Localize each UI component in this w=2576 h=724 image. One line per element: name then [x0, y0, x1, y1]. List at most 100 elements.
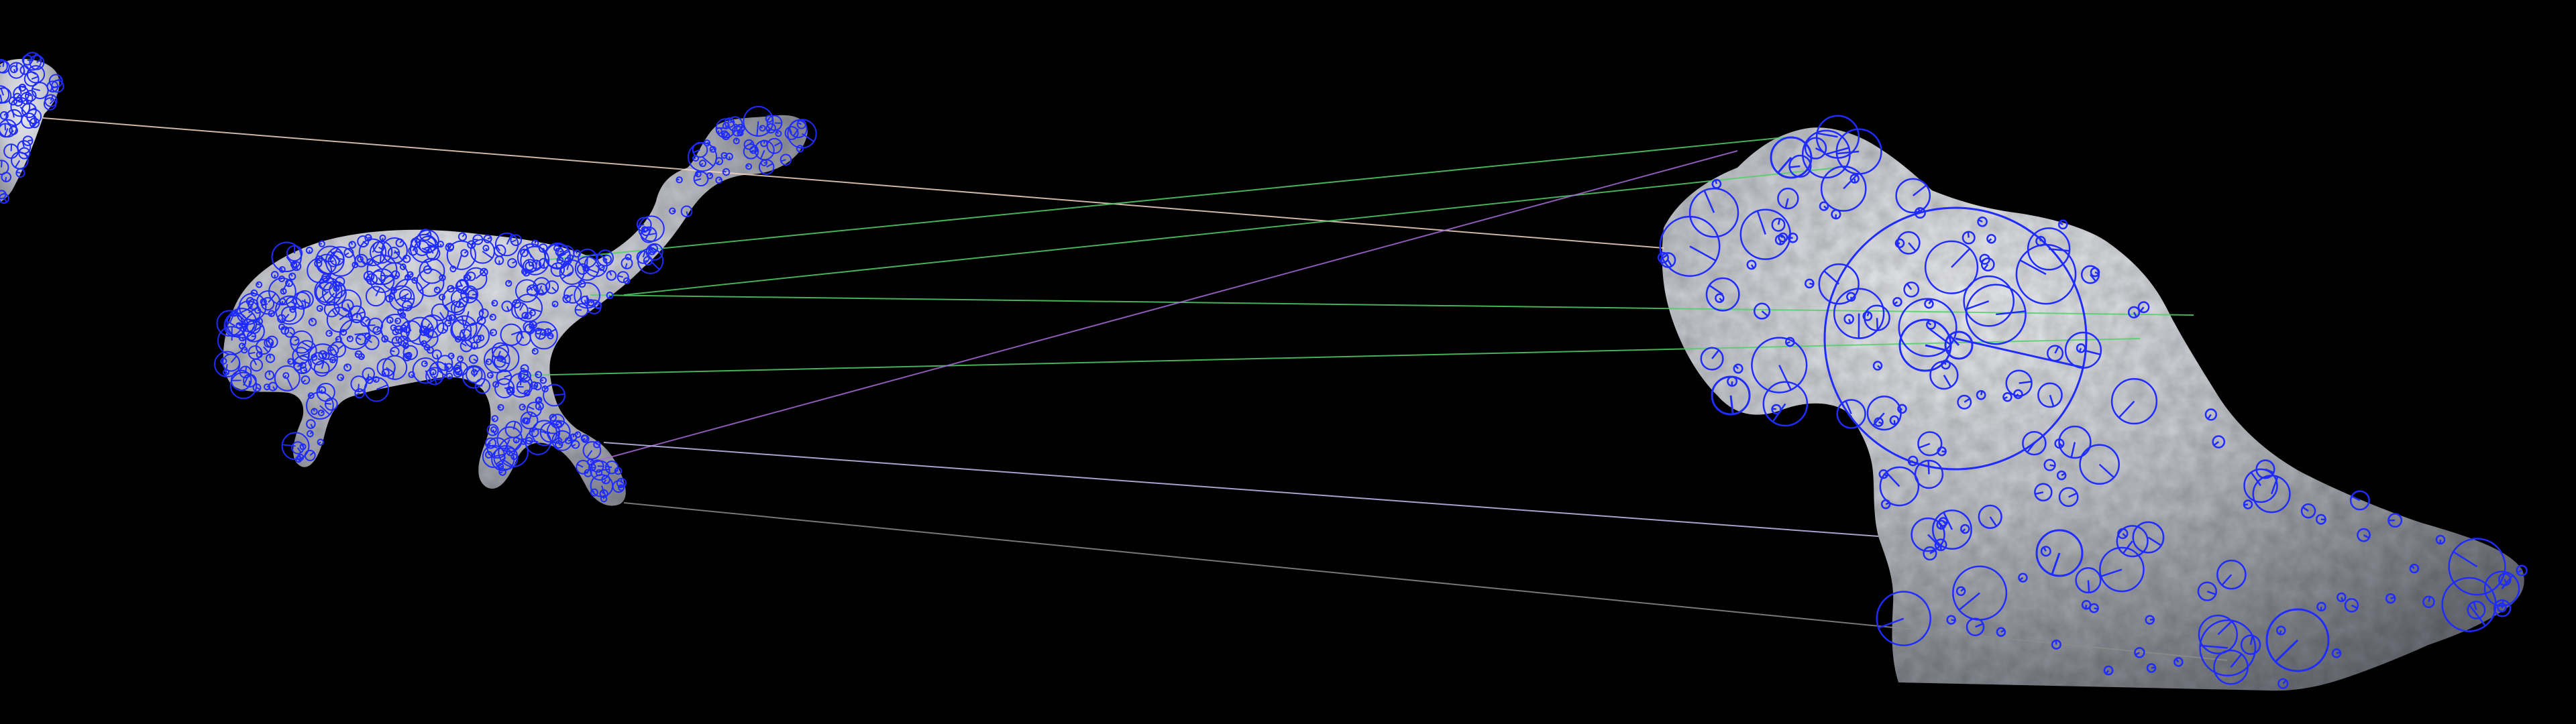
- keypoint-circle: [48, 74, 63, 88]
- match-line: [623, 167, 1839, 296]
- keypoint-orientation: [403, 345, 407, 349]
- keypoint-orientation: [591, 489, 595, 493]
- keypoint-orientation: [425, 323, 431, 330]
- keypoint-circle: [2300, 503, 2316, 519]
- keypoint-circle: [562, 294, 572, 304]
- keypoint-orientation: [464, 250, 468, 254]
- keypoint-circle: [2035, 529, 2084, 577]
- keypoint-orientation: [686, 211, 689, 217]
- keypoint-circle: [1978, 504, 2002, 529]
- keypoint-circle: [15, 168, 25, 178]
- keypoint-orientation: [1817, 132, 1838, 138]
- keypoint-orientation: [429, 247, 434, 254]
- keypoint-orientation: [2250, 471, 2262, 487]
- keypoint-circle: [2216, 559, 2247, 590]
- keypoint-orientation: [2410, 565, 2415, 570]
- keypoint-orientation: [482, 251, 493, 259]
- keypoint-circle: [22, 135, 34, 146]
- keypoint-orientation: [2282, 679, 2287, 684]
- keypoint-orientation: [2501, 603, 2505, 608]
- keypoint-circle: [308, 318, 317, 326]
- keypoint-orientation: [1893, 301, 1898, 305]
- keypoint-circle: [544, 242, 571, 269]
- keypoint-circle: [549, 414, 565, 429]
- keypoint-circle: [2493, 599, 2512, 617]
- keypoint-orientation: [797, 122, 802, 125]
- keypoint-circle: [348, 241, 356, 249]
- left-object-keypoints: [0, 52, 817, 503]
- keypoint-orientation: [435, 287, 438, 291]
- keypoint-circle: [31, 82, 49, 99]
- keypoint-circle: [645, 243, 663, 261]
- keypoint-orientation: [1939, 524, 1943, 530]
- keypoint-orientation: [301, 300, 310, 304]
- keypoint-orientation: [421, 341, 425, 345]
- keypoint-circle: [2022, 430, 2047, 456]
- keypoint-circle: [1788, 154, 1812, 178]
- keypoint-circle: [2005, 369, 2033, 397]
- keypoint-circle: [1802, 129, 1851, 179]
- keypoint-orientation: [504, 374, 511, 378]
- keypoint-circle: [0, 85, 10, 104]
- keypoint-orientation: [33, 116, 36, 124]
- keypoint-circle: [484, 437, 496, 449]
- keypoint-orientation: [319, 308, 323, 311]
- keypoint-circle: [715, 176, 722, 184]
- keypoint-circle: [531, 259, 542, 269]
- keypoint-circle: [291, 441, 305, 455]
- keypoint-circle: [2043, 459, 2056, 471]
- keypoint-circle: [1777, 187, 1799, 210]
- keypoint-circle: [2243, 468, 2278, 503]
- keypoint-circle: [606, 270, 617, 281]
- keypoint-circle: [693, 171, 709, 187]
- keypoint-orientation: [1980, 391, 1983, 396]
- keypoint-circle: [1705, 277, 1740, 312]
- keypoint-circle: [229, 371, 258, 400]
- keypoint-orientation: [2061, 473, 2066, 477]
- keypoint-circle: [431, 349, 442, 360]
- keypoint-circle: [720, 130, 729, 138]
- keypoint-circle: [507, 258, 517, 268]
- keypoint-orientation: [2221, 574, 2233, 586]
- keypoint-circle: [583, 265, 590, 272]
- keypoint-circle: [448, 314, 455, 321]
- keypoint-circle: [358, 238, 387, 267]
- keypoint-orientation: [1906, 283, 1913, 290]
- keypoint-circle: [2467, 600, 2486, 619]
- keypoint-orientation: [475, 271, 485, 280]
- keypoint-orientation: [1772, 403, 1786, 422]
- keypoint-circle: [291, 261, 302, 272]
- keypoint-orientation: [496, 359, 510, 365]
- keypoint-orientation: [337, 344, 345, 350]
- keypoint-orientation: [318, 285, 327, 293]
- keypoint-circle: [307, 392, 315, 400]
- keypoint-orientation: [15, 62, 18, 71]
- keypoint-circle: [46, 80, 59, 93]
- keypoint-circle: [17, 139, 32, 154]
- keypoint-circle: [399, 263, 407, 270]
- keypoint-circle: [494, 378, 515, 399]
- keypoint-orientation: [1951, 619, 1955, 621]
- keypoint-orientation: [2428, 596, 2431, 603]
- keypoint-orientation: [347, 303, 354, 316]
- keypoint-orientation: [286, 377, 293, 390]
- keypoint-orientation: [317, 441, 321, 445]
- keypoint-circle: [364, 377, 390, 402]
- keypoint-orientation: [625, 256, 629, 259]
- keypoint-circle: [2056, 470, 2067, 481]
- keypoint-circle: [323, 301, 340, 318]
- keypoint-orientation: [382, 273, 392, 282]
- keypoint-orientation: [1703, 190, 1715, 213]
- keypoint-orientation: [2070, 442, 2076, 458]
- keypoint-circle: [492, 381, 500, 388]
- keypoint-orientation: [2133, 312, 2137, 318]
- keypoint-orientation: [380, 274, 395, 278]
- keypoint-orientation: [3, 112, 7, 116]
- keypoint-orientation: [2068, 492, 2078, 498]
- keypoint-orientation: [258, 352, 262, 355]
- keypoint-circle: [1965, 284, 2027, 345]
- keypoint-orientation: [16, 171, 21, 174]
- keypoint-circle: [250, 289, 258, 297]
- keypoint-circle: [599, 489, 608, 498]
- keypoint-circle: [242, 320, 265, 343]
